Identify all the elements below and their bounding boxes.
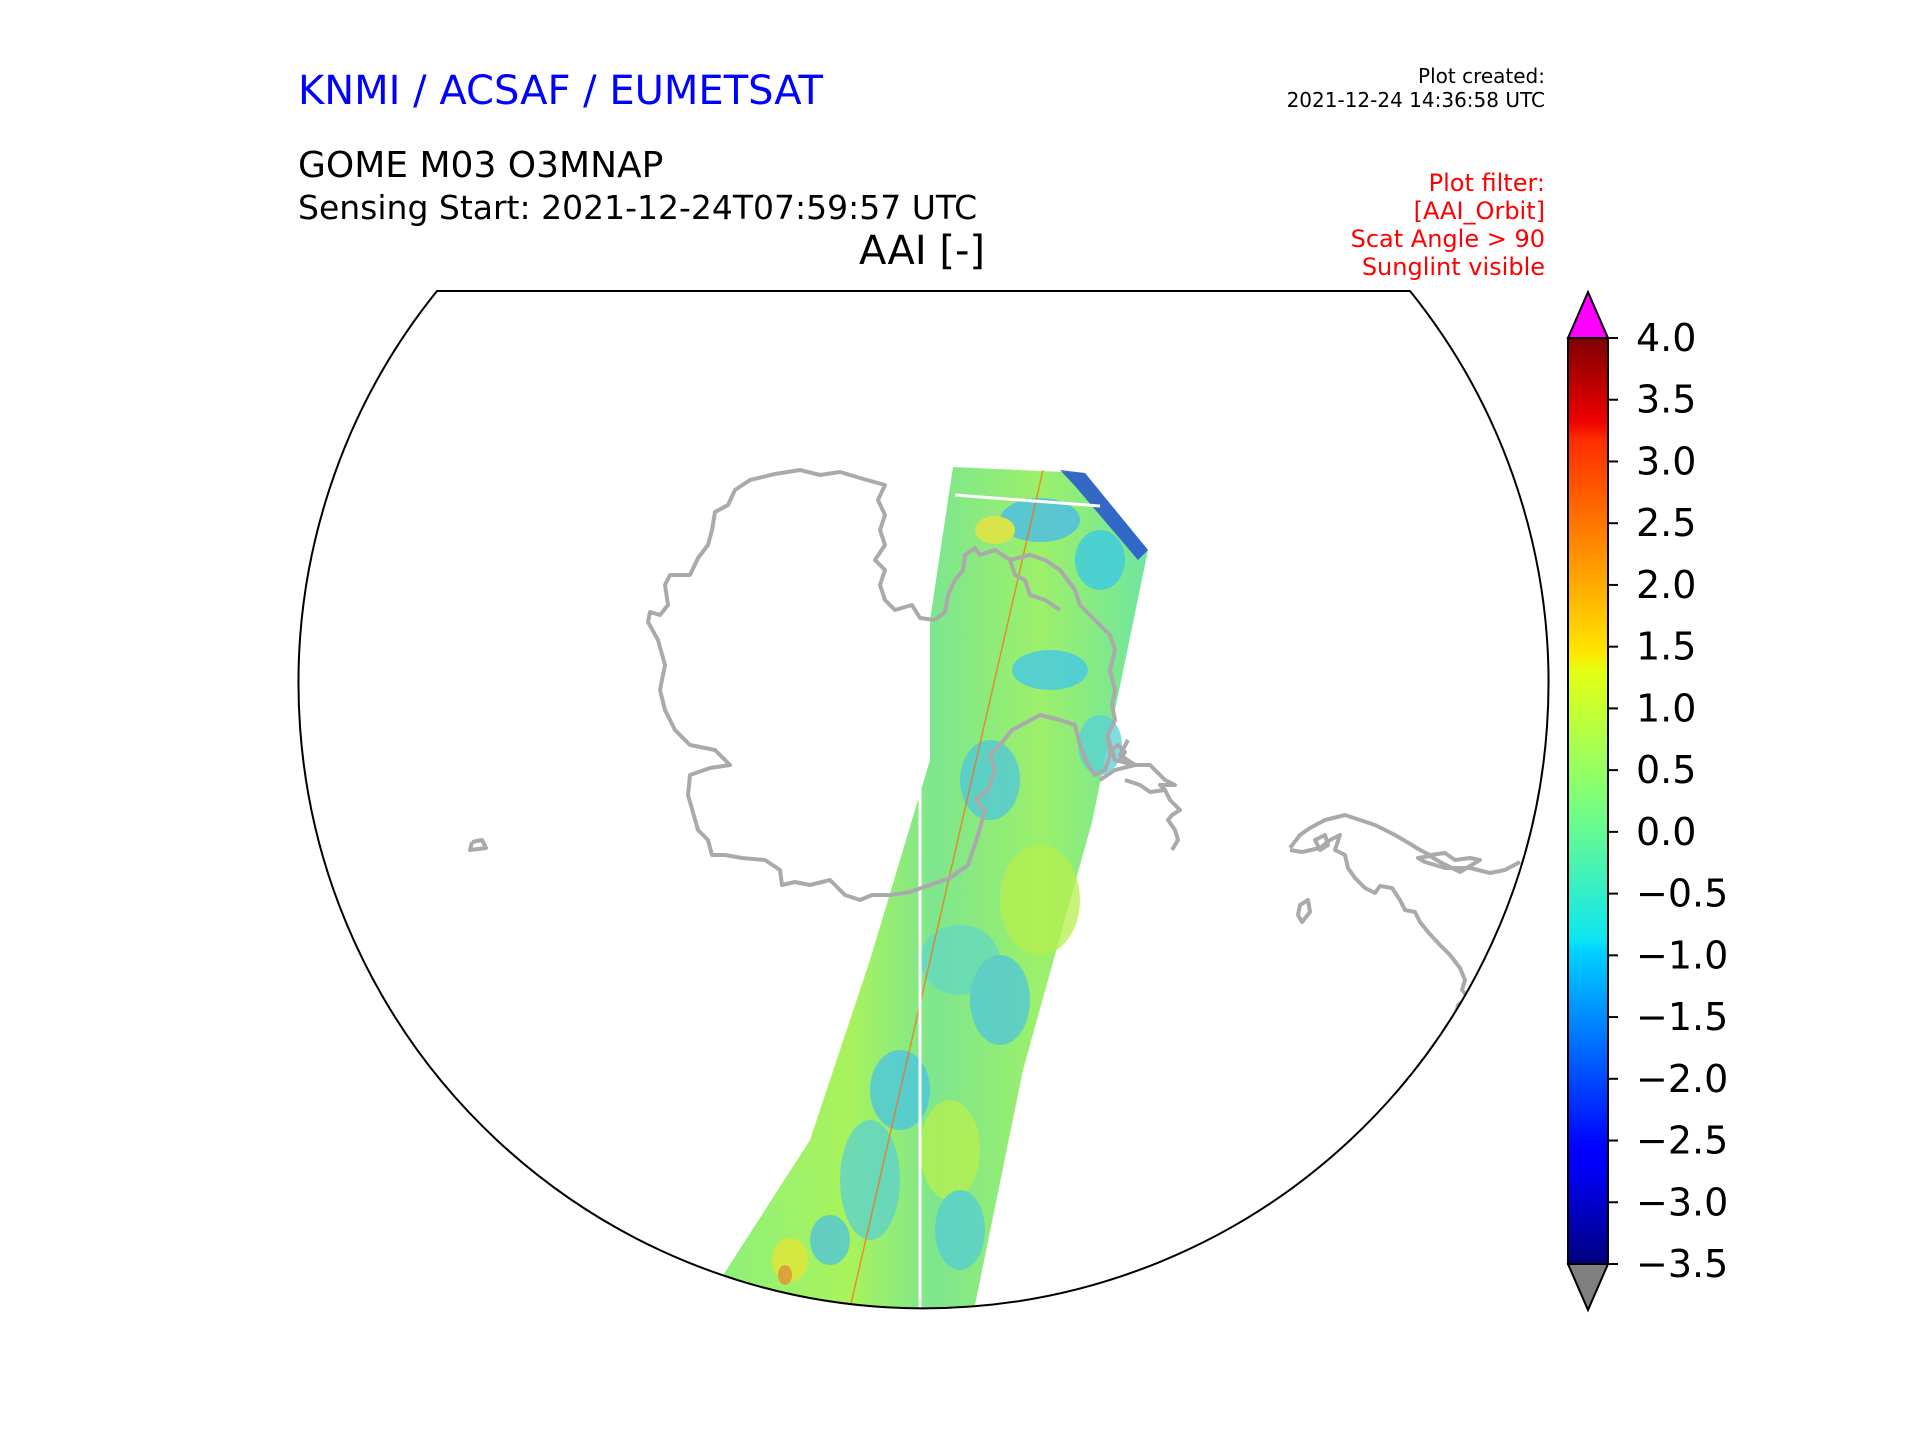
colorbar-tick-label: 2.0 [1636,563,1696,607]
plot-created-time: 2021-12-24 14:36:58 UTC [1286,88,1545,112]
swath-texture [772,498,1125,1285]
colorbar-tick-label: 0.5 [1636,748,1696,792]
colorbar-tick-label: 2.5 [1636,501,1696,545]
russia-coastline [1288,813,1521,875]
iceland-coastline [468,838,488,852]
plot-filter-orbit: [AAI_Orbit] [1413,197,1545,225]
kamchatka-coastline [1313,833,1330,852]
colorbar-tick-label: 0.0 [1636,810,1696,854]
variable-title: AAI [-] [859,228,985,274]
colorbar-extend-max [1566,289,1610,339]
colorbar-tick-label: −2.5 [1636,1119,1728,1163]
plot-filter-label: Plot filter: [1428,169,1545,197]
plot-created-label: Plot created: [1418,64,1545,88]
colorbar-tick-label: 1.0 [1636,686,1696,730]
colorbar-extend-min [1566,1263,1610,1313]
sensing-start: Sensing Start: 2021-12-24T07:59:57 UTC [298,188,978,227]
swath-nadir-line [844,469,1044,1309]
greenland-east-coastline [1008,559,1062,612]
swath-gap-line-top [954,493,1101,508]
colorbar-tick-label: −3.5 [1636,1242,1728,1286]
scandinavia-coastline [1163,789,1182,852]
plot-filter-scat-angle: Scat Angle > 90 [1350,225,1545,253]
colorbar-tick-label: 3.5 [1636,378,1696,422]
colorbar-tick-label: −2.0 [1636,1057,1728,1101]
source-title: KNMI / ACSAF / EUMETSAT [298,68,823,114]
colorbar-tick-label: 3.0 [1636,439,1696,483]
colorbar-ticks: 4.0 3.5 3.0 2.5 2.0 1.5 1.0 0.5 0.0 −0.5 −1.0 −1.5 −… [1608,316,1728,1286]
ellesmere-coastline [1108,743,1127,762]
plot-filter-sunglint: Sunglint visible [1361,253,1545,281]
colorbar-tick-label: 4.0 [1636,316,1696,360]
colorbar-tick-label: −1.0 [1636,933,1728,977]
greenland-coastline [646,468,1117,902]
svalbard-coastline [1106,737,1177,794]
colorbar: 4.0 3.5 3.0 2.5 2.0 1.5 1.0 0.5 0.0 −0.5 −1.0 −1.5 −… [1566,289,1728,1313]
colorbar-tick-label: 1.5 [1636,625,1696,669]
colorbar-tick-label: −1.5 [1636,995,1728,1039]
russia-inner-coastline [1289,833,1470,1021]
coastlines [468,468,1521,1021]
novaya-zemlya-coastline [1296,898,1312,924]
map-area [468,467,1521,1309]
colorbar-tick-label: −3.0 [1636,1180,1728,1224]
colorbar-gradient [1568,338,1608,1264]
colorbar-tick-label: −0.5 [1636,872,1728,916]
product-title: GOME M03 O3MNAP [298,145,664,186]
satellite-swath [720,467,1148,1309]
map-boundary [297,290,1550,1310]
swath-edge-fringe [1060,470,1148,560]
colorbar-frame [1567,337,1609,1265]
